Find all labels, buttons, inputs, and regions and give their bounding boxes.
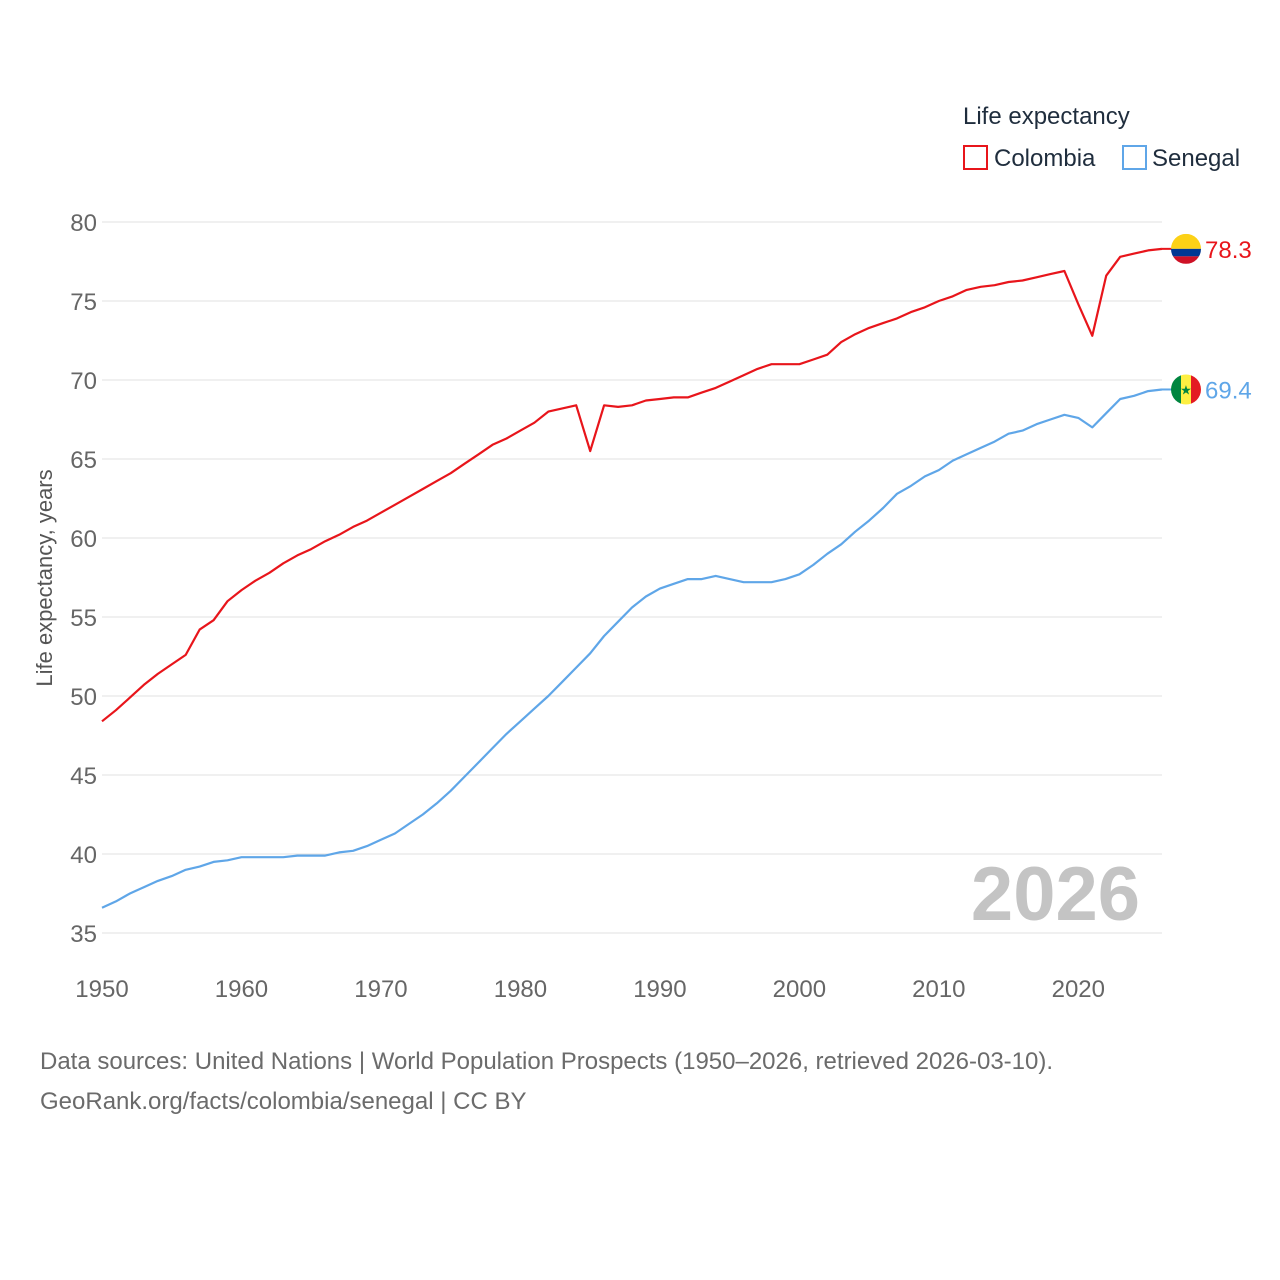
data-sources-text: Data sources: United Nations | World Pop… <box>40 1048 1054 1075</box>
legend-label-senegal: Senegal <box>1152 145 1240 172</box>
y-axis-ticks: 35 40 45 50 55 60 65 70 75 80 <box>70 210 97 948</box>
end-value-colombia: 78.3 <box>1205 237 1252 264</box>
colombia-flag-icon <box>1171 233 1201 264</box>
legend[interactable]: Life expectancy Colombia Senegal <box>963 103 1240 172</box>
y-tick-label: 65 <box>70 447 97 474</box>
y-tick-label: 35 <box>70 921 97 948</box>
footer: Data sources: United Nations | World Pop… <box>40 1042 1053 1122</box>
x-axis-ticks: 1950 1960 1970 1980 1990 2000 2010 2020 <box>75 976 1105 1003</box>
y-tick-label: 45 <box>70 763 97 790</box>
y-tick-label: 70 <box>70 368 97 395</box>
y-tick-label: 40 <box>70 842 97 869</box>
legend-item-senegal[interactable]: Senegal <box>1122 145 1240 172</box>
y-tick-label: 75 <box>70 289 97 316</box>
current-year-watermark: 2026 <box>971 852 1140 937</box>
y-tick-label: 55 <box>70 605 97 632</box>
legend-item-colombia[interactable]: Colombia <box>963 145 1096 172</box>
grid-lines <box>102 221 1162 934</box>
legend-label-colombia: Colombia <box>994 145 1096 172</box>
end-markers: 78.3 ★ 69.4 <box>1162 233 1252 405</box>
series-line-colombia[interactable] <box>101 247 1163 723</box>
legend-swatch-colombia <box>963 145 988 170</box>
series-line-senegal[interactable] <box>101 388 1163 909</box>
svg-text:★: ★ <box>1180 382 1192 397</box>
y-tick-label: 50 <box>70 684 97 711</box>
x-tick-label: 2010 <box>912 976 965 1003</box>
end-value-senegal: 69.4 <box>1205 377 1252 404</box>
life-expectancy-chart: 35 40 45 50 55 60 65 70 75 80 1950 1960 1970 1980 199… <box>32 103 1252 1003</box>
legend-swatch-senegal <box>1122 145 1147 170</box>
x-tick-label: 2020 <box>1052 976 1105 1003</box>
x-tick-label: 1990 <box>633 976 686 1003</box>
y-axis-label: Life expectancy, years <box>32 469 57 686</box>
credit-link[interactable]: GeoRank.org/facts/colombia/senegal | CC … <box>40 1088 527 1115</box>
y-tick-label: 80 <box>70 210 97 237</box>
x-tick-label: 1960 <box>215 976 268 1003</box>
x-tick-label: 1950 <box>75 976 128 1003</box>
y-tick-label: 60 <box>70 526 97 553</box>
series-lines <box>101 247 1163 909</box>
x-tick-label: 1980 <box>494 976 547 1003</box>
x-tick-label: 1970 <box>354 976 407 1003</box>
x-tick-label: 2000 <box>773 976 826 1003</box>
legend-title: Life expectancy <box>963 103 1130 130</box>
senegal-flag-icon: ★ <box>1171 374 1201 405</box>
